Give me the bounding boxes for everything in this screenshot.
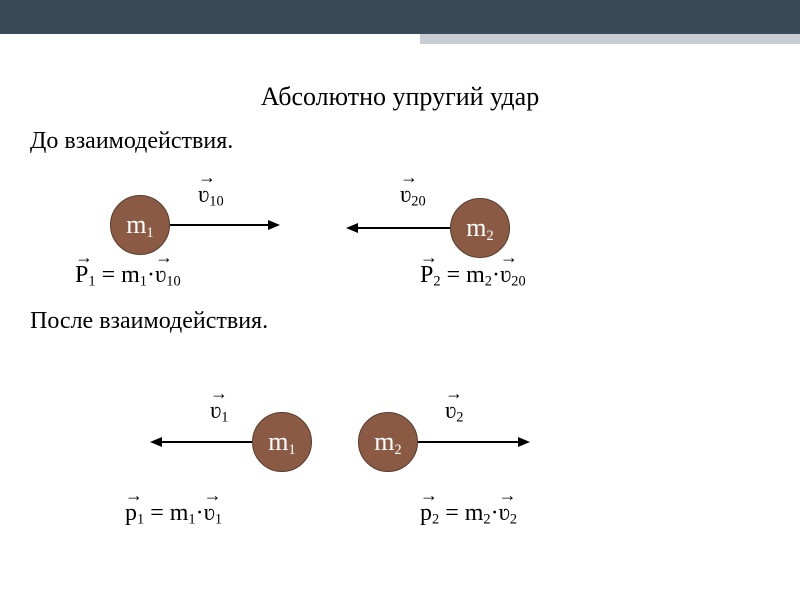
ball-m1-after: m1 bbox=[252, 412, 312, 472]
velocity-v20: ʋ20 bbox=[400, 182, 426, 211]
label-before: До взаимодействия. bbox=[30, 128, 233, 155]
topbar-light bbox=[420, 34, 800, 44]
label-after: После взаимодействия. bbox=[30, 308, 268, 335]
ball-label: m2 bbox=[374, 427, 401, 457]
ball-m2-after: m2 bbox=[358, 412, 418, 472]
slide-root: Абсолютно упругий удар До взаимодействия… bbox=[0, 0, 800, 600]
equation-p1-before: P1 = m1·ʋ10 bbox=[75, 262, 181, 291]
ball-label: m2 bbox=[466, 213, 493, 243]
equation-p2-before: P2 = m2·ʋ20 bbox=[420, 262, 526, 291]
ball-label: m1 bbox=[126, 210, 153, 240]
topbar bbox=[0, 0, 800, 44]
ball-label: m1 bbox=[268, 427, 295, 457]
velocity-v1: ʋ1 bbox=[210, 398, 228, 427]
velocity-v10: ʋ10 bbox=[198, 182, 224, 211]
page-title: Абсолютно упругий удар bbox=[0, 82, 800, 112]
equation-p1-after: p1 = m1·ʋ1 bbox=[125, 500, 222, 529]
equation-p2-after: p2 = m2·ʋ2 bbox=[420, 500, 517, 529]
velocity-v2: ʋ2 bbox=[445, 398, 463, 427]
topbar-dark bbox=[0, 0, 800, 34]
